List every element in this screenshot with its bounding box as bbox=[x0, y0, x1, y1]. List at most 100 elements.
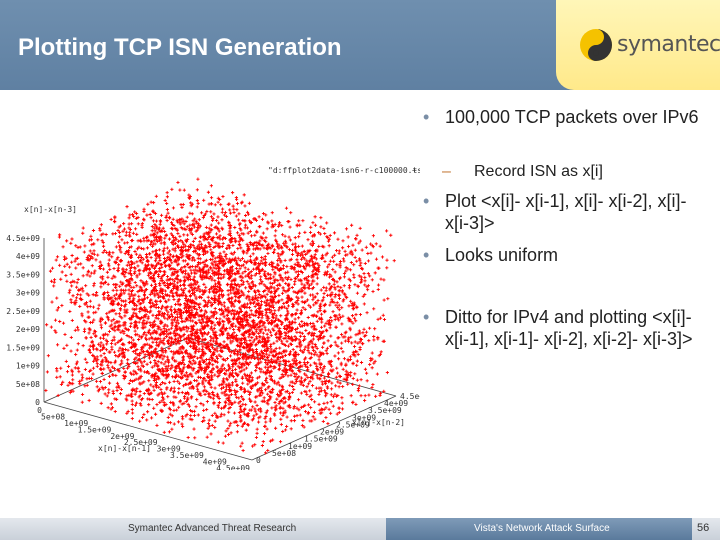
data-point bbox=[265, 227, 269, 231]
data-point bbox=[196, 389, 200, 393]
data-point bbox=[161, 226, 165, 230]
data-point bbox=[336, 316, 340, 320]
data-point bbox=[45, 323, 49, 327]
data-point bbox=[165, 275, 170, 279]
data-point bbox=[167, 346, 171, 351]
data-point bbox=[99, 223, 103, 227]
data-point bbox=[300, 324, 305, 328]
data-point bbox=[363, 275, 367, 280]
data-point bbox=[154, 219, 159, 223]
data-point bbox=[195, 188, 199, 192]
data-point bbox=[85, 273, 89, 277]
data-point bbox=[301, 289, 305, 293]
data-point bbox=[169, 367, 173, 371]
data-point bbox=[272, 379, 277, 383]
data-point bbox=[346, 338, 350, 342]
data-point bbox=[133, 249, 137, 254]
data-point bbox=[65, 279, 69, 283]
data-point bbox=[213, 425, 217, 430]
data-point bbox=[127, 381, 131, 386]
data-point bbox=[335, 366, 339, 370]
data-point bbox=[322, 285, 326, 289]
data-point bbox=[365, 379, 369, 383]
data-point bbox=[272, 341, 276, 345]
data-point bbox=[116, 255, 120, 260]
data-point bbox=[71, 389, 75, 393]
data-point bbox=[183, 265, 187, 269]
data-point bbox=[339, 346, 343, 350]
data-point bbox=[163, 236, 167, 240]
data-point bbox=[178, 188, 182, 192]
data-point bbox=[289, 277, 293, 282]
data-point bbox=[349, 299, 353, 303]
data-point bbox=[50, 266, 55, 270]
data-point bbox=[133, 210, 137, 214]
data-point bbox=[237, 212, 241, 216]
data-point bbox=[266, 272, 271, 276]
data-point bbox=[306, 346, 310, 350]
data-point bbox=[225, 397, 229, 401]
data-point bbox=[373, 327, 377, 331]
data-point bbox=[241, 381, 245, 385]
data-point bbox=[193, 236, 197, 240]
data-point bbox=[254, 297, 258, 301]
data-point bbox=[142, 359, 146, 363]
data-point bbox=[365, 371, 369, 375]
data-point bbox=[334, 249, 339, 253]
data-point bbox=[219, 203, 223, 207]
data-point bbox=[182, 362, 186, 367]
data-point bbox=[372, 307, 376, 311]
data-point bbox=[268, 330, 273, 334]
data-point bbox=[326, 422, 330, 426]
data-point bbox=[119, 250, 123, 254]
data-point bbox=[285, 277, 290, 282]
data-point bbox=[220, 218, 224, 222]
data-point bbox=[211, 367, 215, 371]
data-point bbox=[270, 211, 274, 215]
data-point bbox=[161, 252, 166, 256]
data-point bbox=[357, 274, 361, 278]
data-point bbox=[340, 306, 344, 310]
data-point bbox=[219, 414, 223, 418]
data-point bbox=[162, 249, 166, 253]
data-point bbox=[354, 402, 358, 407]
data-point bbox=[262, 431, 267, 436]
data-point bbox=[221, 441, 225, 445]
data-point bbox=[215, 392, 220, 396]
data-point bbox=[248, 338, 252, 343]
data-point bbox=[324, 349, 328, 353]
data-point bbox=[333, 340, 337, 344]
data-point bbox=[279, 417, 283, 421]
data-point bbox=[127, 393, 131, 397]
data-point bbox=[217, 221, 221, 225]
data-point bbox=[99, 401, 103, 405]
data-point bbox=[149, 383, 153, 387]
data-point bbox=[115, 288, 119, 292]
data-point bbox=[323, 231, 327, 236]
data-point bbox=[197, 347, 201, 351]
data-point bbox=[115, 257, 119, 261]
data-point bbox=[193, 265, 197, 269]
data-point bbox=[353, 255, 357, 259]
data-point bbox=[246, 382, 250, 386]
data-point bbox=[244, 213, 248, 218]
data-point bbox=[167, 237, 172, 241]
data-point bbox=[106, 290, 110, 294]
data-point bbox=[162, 430, 166, 434]
data-point bbox=[310, 287, 314, 291]
data-point bbox=[310, 397, 314, 402]
data-point bbox=[249, 385, 253, 389]
data-point bbox=[242, 193, 246, 197]
data-point bbox=[253, 400, 257, 404]
data-point bbox=[91, 256, 95, 260]
data-point bbox=[151, 313, 155, 317]
data-point bbox=[311, 377, 315, 381]
data-point bbox=[195, 356, 200, 360]
data-point bbox=[264, 451, 268, 455]
data-point bbox=[166, 364, 171, 368]
data-point bbox=[331, 404, 335, 408]
data-point bbox=[182, 401, 186, 405]
data-point bbox=[74, 296, 79, 300]
data-point bbox=[64, 256, 68, 260]
data-point bbox=[159, 328, 163, 332]
